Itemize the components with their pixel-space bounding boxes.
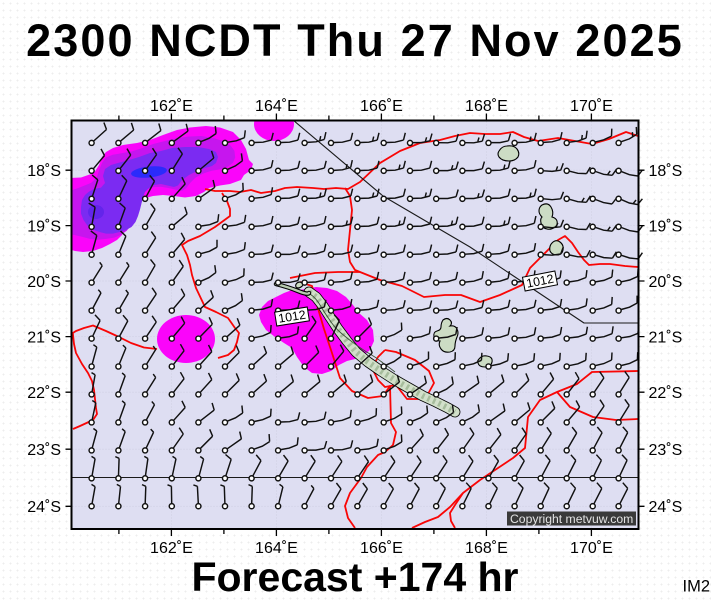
svg-text:20˚S: 20˚S: [27, 274, 61, 291]
svg-text:162˚E: 162˚E: [150, 98, 193, 115]
svg-text:23˚S: 23˚S: [649, 442, 683, 459]
svg-text:166˚E: 166˚E: [360, 98, 403, 115]
svg-text:22˚S: 22˚S: [27, 385, 61, 402]
svg-text:20˚S: 20˚S: [649, 274, 683, 291]
svg-text:170˚E: 170˚E: [570, 540, 613, 557]
svg-text:Forecast +174 hr: Forecast +174 hr: [191, 554, 518, 600]
svg-text:21˚S: 21˚S: [27, 330, 61, 347]
svg-text:162˚E: 162˚E: [150, 540, 193, 557]
svg-text:168˚E: 168˚E: [465, 98, 508, 115]
svg-text:168˚E: 168˚E: [465, 540, 508, 557]
svg-text:24˚S: 24˚S: [649, 499, 683, 516]
svg-text:18˚S: 18˚S: [27, 163, 61, 180]
svg-text:18˚S: 18˚S: [649, 163, 683, 180]
svg-text:2300 NCDT Thu 27 Nov 2025: 2300 NCDT Thu 27 Nov 2025: [26, 15, 684, 66]
svg-text:19˚S: 19˚S: [27, 219, 61, 236]
svg-text:24˚S: 24˚S: [27, 499, 61, 516]
svg-text:19˚S: 19˚S: [649, 219, 683, 236]
svg-text:164˚E: 164˚E: [255, 98, 298, 115]
svg-text:164˚E: 164˚E: [255, 540, 298, 557]
svg-text:1012: 1012: [525, 272, 555, 291]
svg-text:1012: 1012: [277, 308, 307, 326]
svg-text:22˚S: 22˚S: [649, 385, 683, 402]
svg-text:166˚E: 166˚E: [360, 540, 403, 557]
svg-text:170˚E: 170˚E: [570, 98, 613, 115]
svg-text:23˚S: 23˚S: [27, 442, 61, 459]
svg-text:IM2: IM2: [682, 578, 710, 596]
svg-text:Copyright metvuw.com: Copyright metvuw.com: [510, 512, 633, 526]
svg-text:21˚S: 21˚S: [649, 330, 683, 347]
